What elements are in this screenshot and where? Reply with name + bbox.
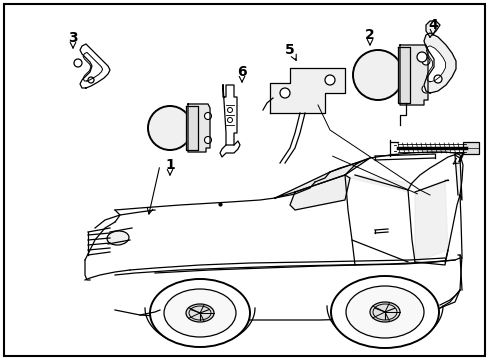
Ellipse shape	[185, 304, 214, 322]
Ellipse shape	[204, 136, 211, 144]
Polygon shape	[289, 175, 349, 210]
Ellipse shape	[369, 302, 399, 322]
Polygon shape	[426, 46, 445, 82]
Text: 2: 2	[365, 28, 374, 42]
Ellipse shape	[352, 50, 402, 100]
Polygon shape	[414, 180, 447, 262]
Ellipse shape	[163, 289, 236, 337]
Polygon shape	[187, 104, 209, 152]
Polygon shape	[349, 175, 411, 192]
Ellipse shape	[204, 112, 211, 120]
Ellipse shape	[150, 279, 249, 347]
Polygon shape	[274, 158, 369, 198]
Ellipse shape	[74, 59, 82, 67]
Text: 3: 3	[68, 31, 78, 45]
Ellipse shape	[433, 75, 441, 83]
Ellipse shape	[330, 276, 438, 348]
Ellipse shape	[421, 85, 429, 93]
Ellipse shape	[416, 52, 426, 62]
Polygon shape	[399, 45, 427, 105]
Polygon shape	[454, 155, 461, 200]
Polygon shape	[269, 68, 345, 113]
Ellipse shape	[346, 286, 423, 338]
Text: 5: 5	[285, 43, 294, 57]
Polygon shape	[425, 21, 439, 37]
Ellipse shape	[280, 88, 289, 98]
Ellipse shape	[227, 108, 232, 113]
Ellipse shape	[325, 75, 334, 85]
Polygon shape	[423, 33, 455, 93]
Polygon shape	[185, 106, 198, 150]
Ellipse shape	[107, 231, 129, 245]
Polygon shape	[397, 47, 409, 103]
Ellipse shape	[227, 117, 232, 122]
Ellipse shape	[421, 57, 429, 65]
Bar	[462, 142, 478, 154]
Ellipse shape	[148, 106, 192, 150]
Ellipse shape	[88, 77, 94, 83]
Text: 7: 7	[454, 151, 464, 165]
Text: 6: 6	[237, 65, 246, 79]
Text: 4: 4	[427, 18, 437, 32]
Text: 1: 1	[165, 158, 175, 172]
